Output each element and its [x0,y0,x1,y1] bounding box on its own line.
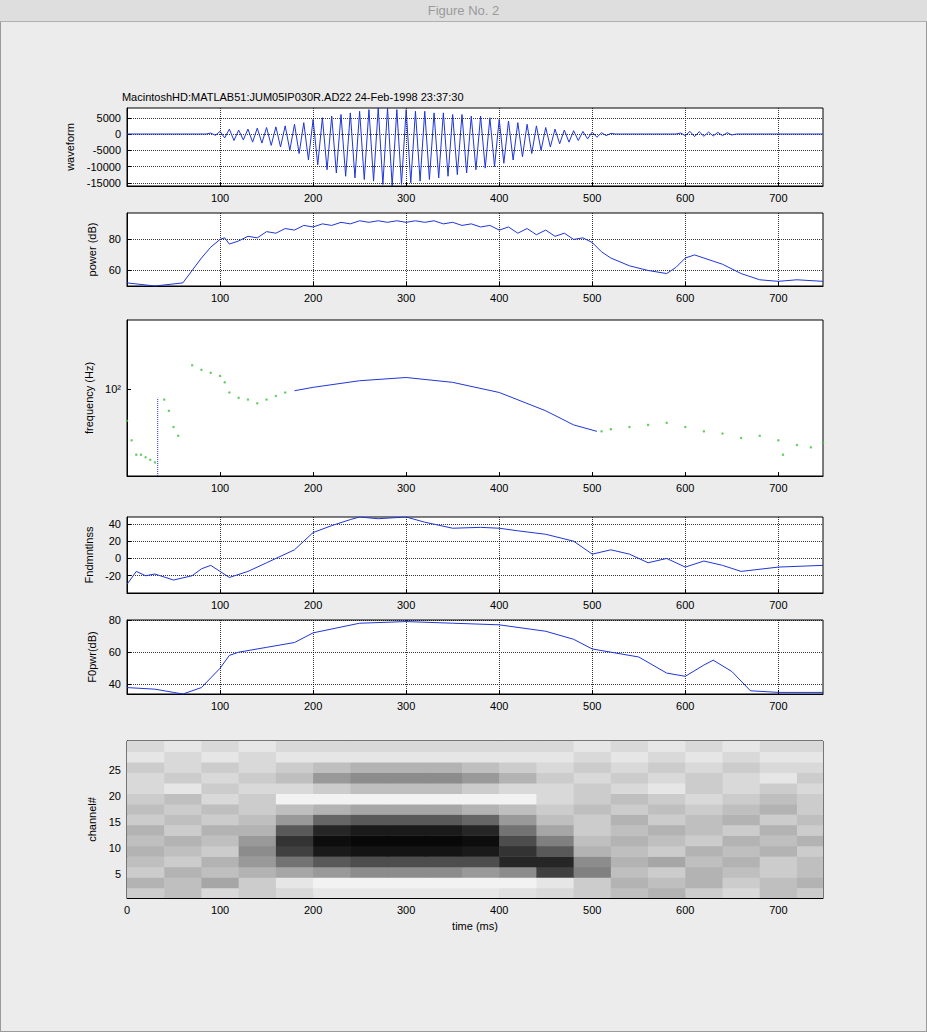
svg-text:200: 200 [304,192,322,204]
svg-text:700: 700 [769,482,787,494]
svg-text:25: 25 [109,764,121,776]
svg-text:15: 15 [109,816,121,828]
svg-text:400: 400 [490,599,508,611]
svg-text:500: 500 [583,700,601,712]
svg-text:500: 500 [583,482,601,494]
svg-text:-20: -20 [105,570,121,582]
svg-text:80: 80 [109,614,121,626]
svg-text:700: 700 [769,599,787,611]
html-text:Figure No. 2: Figure No. 2 [427,3,500,18]
svg-text:20: 20 [109,535,121,547]
svg-text:500: 500 [583,904,601,916]
svg-text:Fndmntlnss: Fndmntlnss [83,526,95,583]
svg-text:-5000: -5000 [93,144,121,156]
svg-text:500: 500 [583,192,601,204]
svg-text:200: 200 [304,599,322,611]
svg-text:400: 400 [490,700,508,712]
svg-text:100: 100 [211,599,229,611]
svg-text:200: 200 [304,482,322,494]
svg-text:100: 100 [211,292,229,304]
svg-text:400: 400 [490,192,508,204]
svg-text:200: 200 [304,700,322,712]
svg-text:60: 60 [109,646,121,658]
svg-text:600: 600 [676,192,694,204]
svg-text:700: 700 [769,192,787,204]
svg-text:40: 40 [109,678,121,690]
svg-text:-10000: -10000 [87,161,121,173]
svg-text:0: 0 [115,128,121,140]
svg-text:300: 300 [397,904,415,916]
svg-text:600: 600 [676,599,694,611]
svg-text:5000: 5000 [97,112,121,124]
svg-text:300: 300 [397,482,415,494]
svg-text:20: 20 [109,790,121,802]
svg-text:200: 200 [304,292,322,304]
svg-text:waveform: waveform [64,123,76,172]
svg-text:F0pwr(dB): F0pwr(dB) [86,631,98,682]
svg-text:500: 500 [583,599,601,611]
svg-text:300: 300 [397,700,415,712]
svg-text:400: 400 [490,292,508,304]
svg-text:0: 0 [115,552,121,564]
svg-text:100: 100 [211,192,229,204]
svg-text:300: 300 [397,292,415,304]
svg-text:frequency (Hz): frequency (Hz) [83,362,95,434]
svg-text:10: 10 [109,842,121,854]
svg-text:10²: 10² [105,383,121,395]
svg-text:0: 0 [124,904,130,916]
svg-text:700: 700 [769,292,787,304]
svg-text:300: 300 [397,192,415,204]
svg-text:500: 500 [583,292,601,304]
svg-text:400: 400 [490,904,508,916]
svg-text:600: 600 [676,292,694,304]
svg-text:400: 400 [490,482,508,494]
svg-text:700: 700 [769,700,787,712]
svg-text:power (dB): power (dB) [86,223,98,277]
svg-text:100: 100 [211,482,229,494]
svg-text:100: 100 [211,904,229,916]
svg-text:80: 80 [109,233,121,245]
svg-text:60: 60 [109,264,121,276]
svg-text:700: 700 [769,904,787,916]
svg-text:MacintoshHD:MATLAB51:JUM05IP03: MacintoshHD:MATLAB51:JUM05IP030R.AD22 24… [122,91,464,103]
svg-text:300: 300 [397,599,415,611]
svg-text:600: 600 [676,700,694,712]
svg-text:5: 5 [115,868,121,880]
svg-text:600: 600 [676,482,694,494]
svg-text:600: 600 [676,904,694,916]
svg-text:-15000: -15000 [87,177,121,189]
svg-text:100: 100 [211,700,229,712]
svg-text:channel#: channel# [86,796,98,842]
svg-text:200: 200 [304,904,322,916]
svg-text:time (ms): time (ms) [452,920,498,932]
svg-text:40: 40 [109,518,121,530]
